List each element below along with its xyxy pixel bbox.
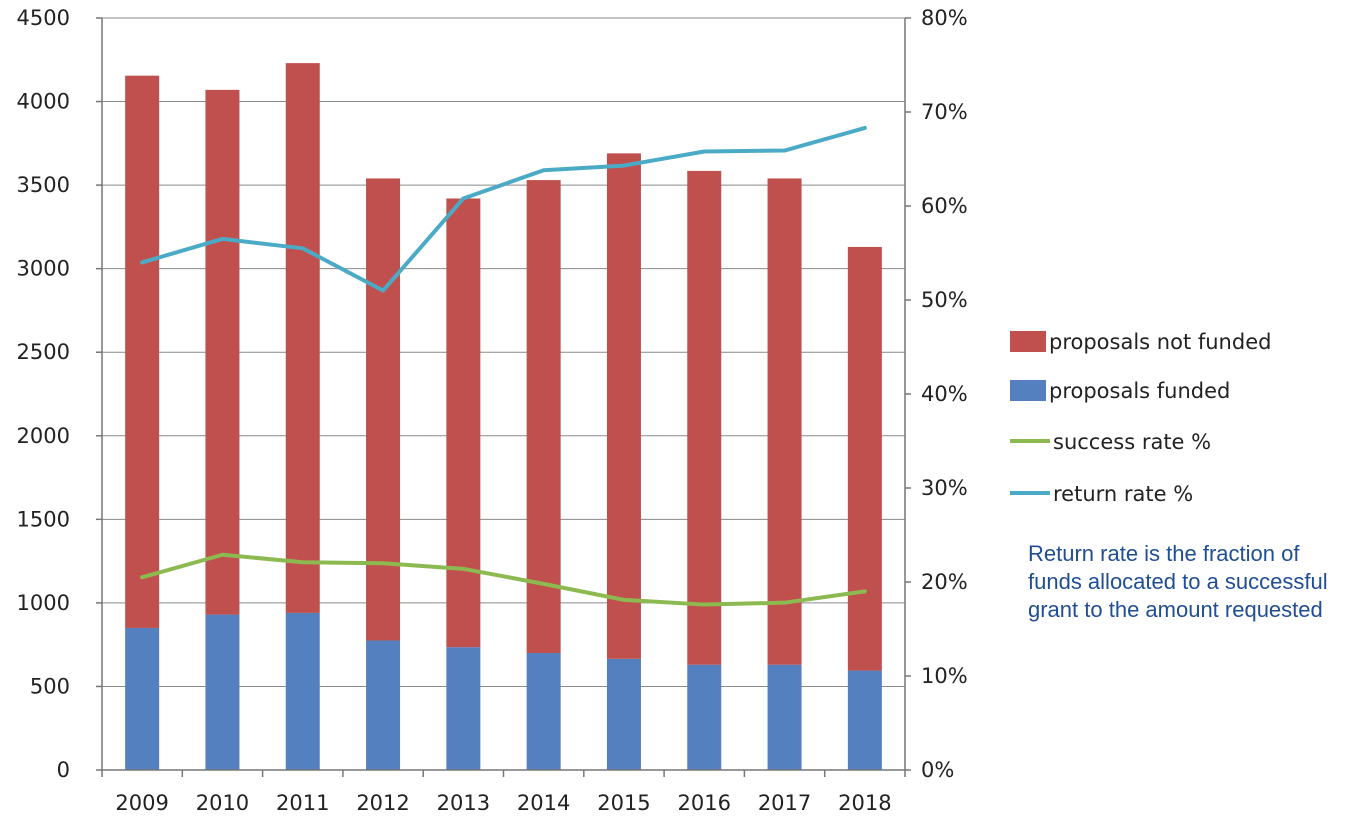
bar-proposals-not-funded-2018 — [847, 246, 882, 671]
bar-proposals-funded-2012 — [366, 640, 401, 770]
left-tick-label: 500 — [30, 674, 70, 698]
bar-proposals-not-funded-2011 — [285, 63, 320, 613]
bar-proposals-not-funded-2015 — [606, 153, 641, 659]
legend-label: proposals funded — [1049, 379, 1230, 403]
left-tick-label: 4500 — [17, 6, 70, 30]
right-tick-label: 70% — [921, 100, 968, 124]
legend-label: success rate % — [1053, 430, 1211, 454]
bar-proposals-not-funded-2009 — [125, 75, 160, 628]
bar-proposals-not-funded-2010 — [205, 89, 240, 615]
x-tick-label: 2018 — [838, 791, 891, 815]
legend-swatch — [1010, 380, 1046, 401]
x-tick-label: 2016 — [678, 791, 731, 815]
right-tick-label: 80% — [921, 6, 968, 30]
left-tick-label: 1000 — [17, 591, 70, 615]
bar-proposals-funded-2011 — [285, 612, 320, 770]
bar-proposals-not-funded-2017 — [767, 178, 802, 665]
legend-label: proposals not funded — [1049, 330, 1271, 354]
legend-swatch — [1010, 331, 1046, 352]
bar-proposals-funded-2010 — [205, 614, 240, 770]
x-tick-label: 2014 — [517, 791, 570, 815]
x-tick-label: 2017 — [758, 791, 811, 815]
x-tick-label: 2010 — [196, 791, 249, 815]
right-tick-label: 10% — [921, 664, 968, 688]
x-tick-label: 2013 — [437, 791, 490, 815]
bar-proposals-not-funded-2014 — [526, 180, 561, 654]
bar-proposals-not-funded-2013 — [446, 198, 481, 648]
bar-proposals-funded-2009 — [125, 627, 160, 770]
right-tick-label: 50% — [921, 288, 968, 312]
bar-proposals-funded-2014 — [526, 653, 561, 770]
bar-proposals-funded-2015 — [606, 658, 641, 770]
bar-proposals-not-funded-2016 — [687, 170, 722, 665]
x-tick-label: 2009 — [115, 791, 168, 815]
bar-proposals-funded-2013 — [446, 647, 481, 770]
x-tick-label: 2011 — [276, 791, 329, 815]
left-tick-label: 1500 — [17, 507, 70, 531]
line-success-rate — [140, 552, 867, 607]
right-tick-label: 0% — [921, 758, 954, 782]
left-tick-label: 2000 — [17, 424, 70, 448]
bar-proposals-funded-2017 — [767, 664, 802, 770]
annotation-note: Return rate is the fraction of funds all… — [1028, 541, 1328, 622]
right-tick-label: 20% — [921, 570, 968, 594]
right-tick-label: 60% — [921, 194, 968, 218]
left-tick-label: 0 — [57, 758, 70, 782]
legend-label: return rate % — [1053, 482, 1193, 506]
bar-proposals-funded-2018 — [847, 670, 882, 770]
x-tick-label: 2012 — [356, 791, 409, 815]
x-tick-label: 2015 — [597, 791, 650, 815]
left-tick-label: 2500 — [17, 340, 70, 364]
bar-proposals-funded-2016 — [687, 664, 722, 770]
right-tick-label: 30% — [921, 476, 968, 500]
line-return-rate — [140, 125, 867, 293]
left-tick-label: 4000 — [17, 90, 70, 114]
left-tick-label: 3000 — [17, 257, 70, 281]
right-tick-label: 40% — [921, 382, 968, 406]
left-tick-label: 3500 — [17, 173, 70, 197]
bar-proposals-not-funded-2012 — [366, 178, 401, 641]
